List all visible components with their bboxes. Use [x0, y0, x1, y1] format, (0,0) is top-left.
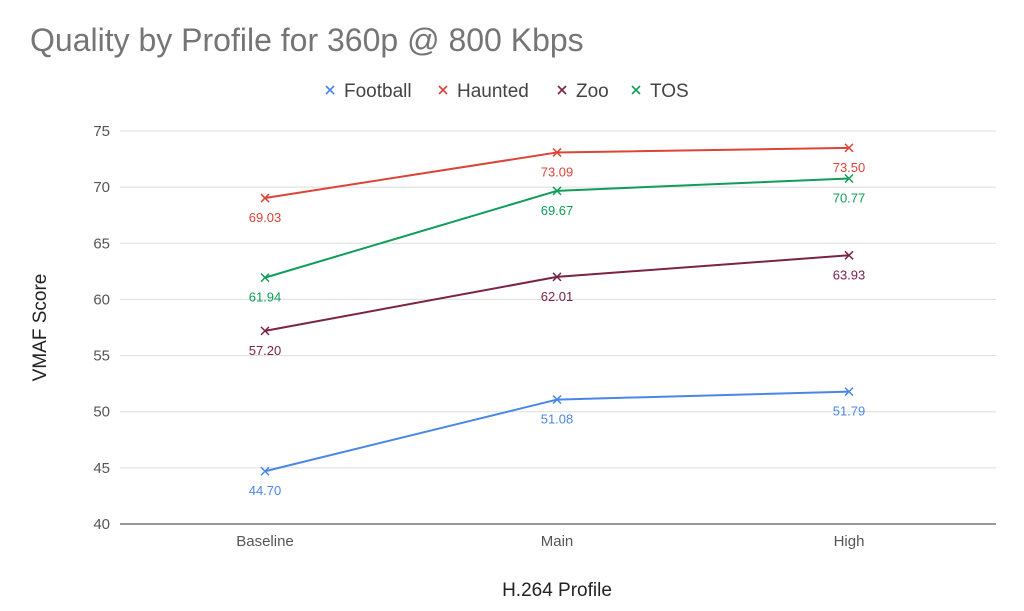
data-label-zoo: 63.93	[833, 267, 866, 282]
chart-title: Quality by Profile for 360p @ 800 Kbps	[30, 22, 584, 58]
data-label-tos: 69.67	[541, 203, 574, 218]
legend-marker-haunted	[438, 85, 448, 95]
series-line-football	[264, 390, 850, 473]
legend-marker-tos	[631, 85, 641, 95]
data-point-football	[260, 466, 270, 476]
data-point-tos	[260, 273, 270, 283]
legend-label-tos: TOS	[650, 81, 689, 102]
data-point-zoo	[260, 326, 270, 336]
x-axis-title: H.264 Profile	[502, 580, 612, 601]
y-tick-label: 50	[93, 404, 110, 421]
y-tick-label: 45	[93, 460, 110, 477]
data-label-zoo: 57.20	[249, 343, 282, 358]
data-label-haunted: 73.50	[833, 160, 866, 175]
data-point-tos	[844, 173, 854, 184]
legend-label-football: Football	[344, 81, 412, 102]
data-point-football	[552, 395, 562, 405]
data-point-zoo	[844, 250, 854, 260]
data-point-haunted	[260, 193, 270, 203]
legend-marker-football	[325, 85, 335, 95]
data-label-football: 51.79	[833, 404, 866, 419]
y-tick-label: 60	[93, 291, 110, 308]
x-tick-label: Main	[541, 533, 574, 550]
data-label-football: 44.70	[249, 483, 282, 498]
data-point-haunted	[552, 147, 562, 157]
data-label-football: 51.08	[541, 412, 574, 427]
data-point-football	[844, 387, 854, 397]
data-point-zoo	[552, 272, 562, 282]
data-point-haunted	[844, 143, 854, 153]
data-label-tos: 70.77	[833, 190, 866, 205]
data-point-tos	[552, 186, 562, 196]
data-label-zoo: 62.01	[541, 289, 574, 304]
x-tick-label: High	[834, 533, 865, 550]
legend-marker-zoo	[557, 85, 567, 95]
data-label-tos: 61.94	[249, 290, 282, 305]
y-axis-title: VMAF Score	[30, 274, 51, 382]
y-tick-label: 65	[93, 235, 110, 252]
legend-label-zoo: Zoo	[576, 81, 609, 102]
series-line-tos	[264, 177, 850, 279]
x-tick-label: Baseline	[236, 533, 294, 550]
data-label-haunted: 73.09	[541, 164, 574, 179]
y-tick-label: 40	[93, 516, 110, 533]
legend-label-haunted: Haunted	[457, 81, 529, 102]
y-tick-label: 75	[93, 123, 110, 140]
y-tick-label: 55	[93, 348, 110, 365]
data-label-haunted: 69.03	[249, 210, 282, 225]
y-tick-label: 70	[93, 179, 110, 196]
